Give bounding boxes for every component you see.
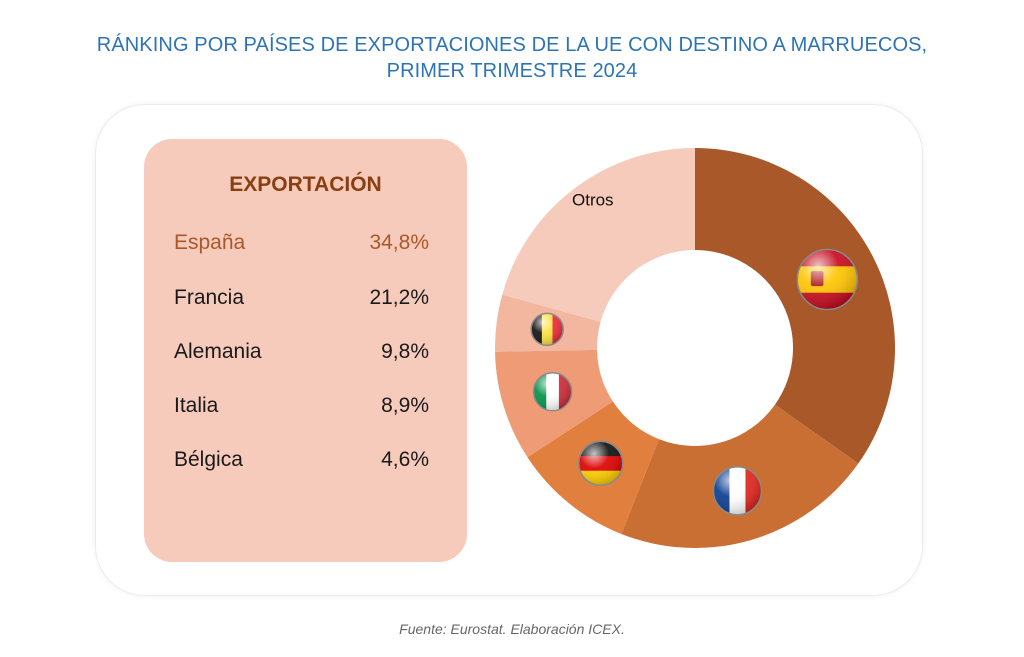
donut-slice-otros (502, 148, 695, 322)
row-country: Italia (174, 394, 219, 417)
table-row: Francia 21,2% (144, 286, 467, 316)
table-row: Italia 8,9% (144, 394, 467, 424)
table-row: Bélgica 4,6% (144, 448, 467, 478)
chart-title: RÁNKING POR PAÍSES DE EXPORTACIONES DE L… (0, 32, 1024, 84)
row-country: Francia (174, 286, 245, 309)
donut-chart: Otros (495, 148, 895, 548)
germany-flag-icon (577, 440, 624, 487)
table-row: Alemania 9,8% (144, 340, 467, 370)
italy-flag-icon (532, 372, 573, 412)
export-table: EXPORTACIÓN España 34,8% Francia 21,2% A… (144, 139, 467, 562)
chart-title-line1: RÁNKING POR PAÍSES DE EXPORTACIONES DE L… (96, 34, 928, 56)
source-note: Fuente: Eurostat. Elaboración ICEX. (399, 621, 625, 637)
slice-label: Otros (572, 190, 614, 209)
row-country: Alemania (174, 340, 262, 363)
row-value: 4,6% (381, 448, 429, 471)
row-value: 8,9% (381, 394, 429, 417)
table-row: España 34,8% (144, 231, 467, 261)
france-flag-icon (712, 466, 763, 516)
row-value: 9,8% (381, 340, 429, 363)
spain-flag-icon (796, 248, 859, 311)
row-country: Bélgica (174, 448, 243, 471)
table-header: EXPORTACIÓN (229, 173, 382, 196)
row-value: 21,2% (369, 286, 429, 309)
chart-title-line2: PRIMER TRIMESTRE 2024 (386, 60, 638, 82)
belgium-flag-icon (530, 312, 564, 347)
row-value: 34,8% (369, 231, 429, 254)
donut-slice-espa-a (695, 148, 895, 464)
row-country: España (174, 231, 246, 254)
